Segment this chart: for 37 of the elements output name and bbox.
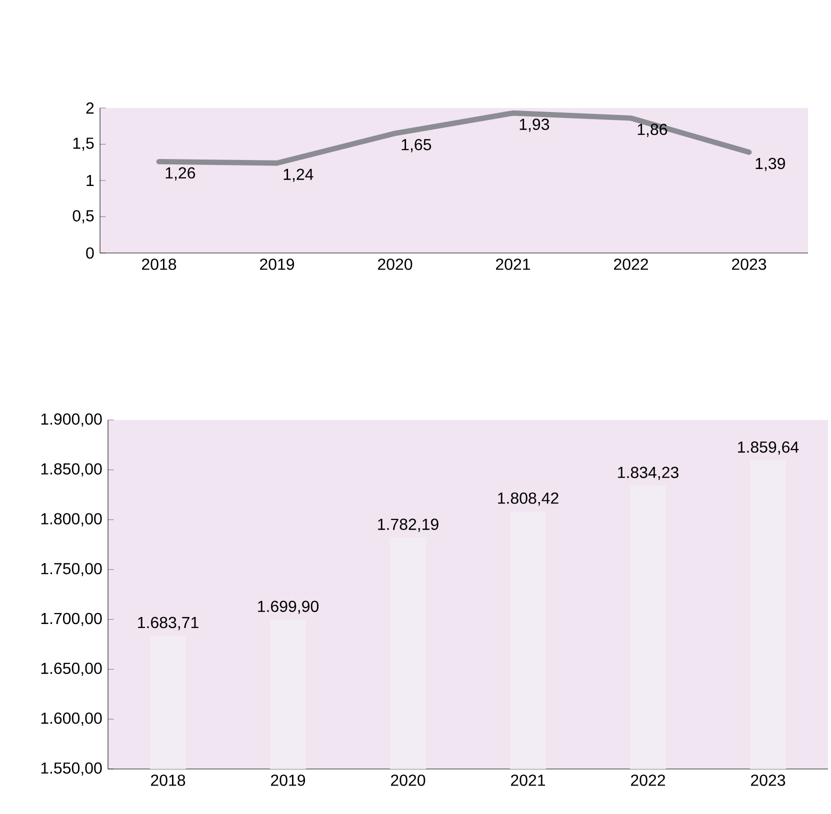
data-label: 1.699,90	[258, 600, 319, 614]
x-tick-label: 2022	[631, 774, 665, 786]
data-label: 1,86	[638, 124, 668, 137]
data-label: 1,65	[402, 138, 432, 152]
x-tick-label: 2020	[391, 774, 426, 786]
data-label: 1.683,71	[138, 616, 198, 630]
y-tick-label: 1.700,00	[41, 612, 102, 626]
data-label: 1,39	[756, 158, 785, 172]
data-label: 1,93	[520, 118, 550, 132]
y-tick-label: 1.750,00	[41, 562, 102, 576]
x-tick-label: 2023	[751, 774, 786, 786]
y-tick-label: 1,5	[73, 138, 94, 151]
x-tick-label: 2022	[614, 258, 648, 270]
x-tick-label: 2019	[271, 774, 306, 786]
data-label: 1,24	[284, 168, 314, 182]
y-tick-label: 1.800,00	[41, 513, 102, 526]
data-label: 1.782,19	[378, 518, 438, 532]
x-tick-label: 2021	[511, 774, 546, 786]
y-tick-label: 2	[86, 102, 94, 114]
data-label: 1,26	[166, 167, 196, 180]
data-label: 1.808,42	[498, 492, 558, 506]
y-tick-label: 1.600,00	[41, 712, 102, 726]
y-tick-label: 1.850,00	[41, 463, 102, 476]
y-tick-label: 0	[86, 247, 94, 259]
x-tick-label: 2021	[496, 258, 530, 270]
x-tick-label: 2018	[142, 258, 176, 270]
x-tick-label: 2023	[732, 258, 766, 270]
y-tick-label: 1	[86, 175, 94, 186]
x-tick-label: 2020	[378, 258, 412, 270]
data-label: 1.834,23	[618, 466, 678, 480]
data-label: 1.859,64	[738, 441, 799, 455]
y-tick-label: 1.650,00	[41, 662, 102, 676]
y-tick-label: 0,5	[72, 210, 94, 224]
y-tick-label: 1.550,00	[41, 762, 102, 776]
y-tick-label: 1.900,00	[41, 413, 102, 427]
x-tick-label: 2019	[260, 258, 294, 270]
x-tick-label: 2018	[151, 774, 186, 786]
